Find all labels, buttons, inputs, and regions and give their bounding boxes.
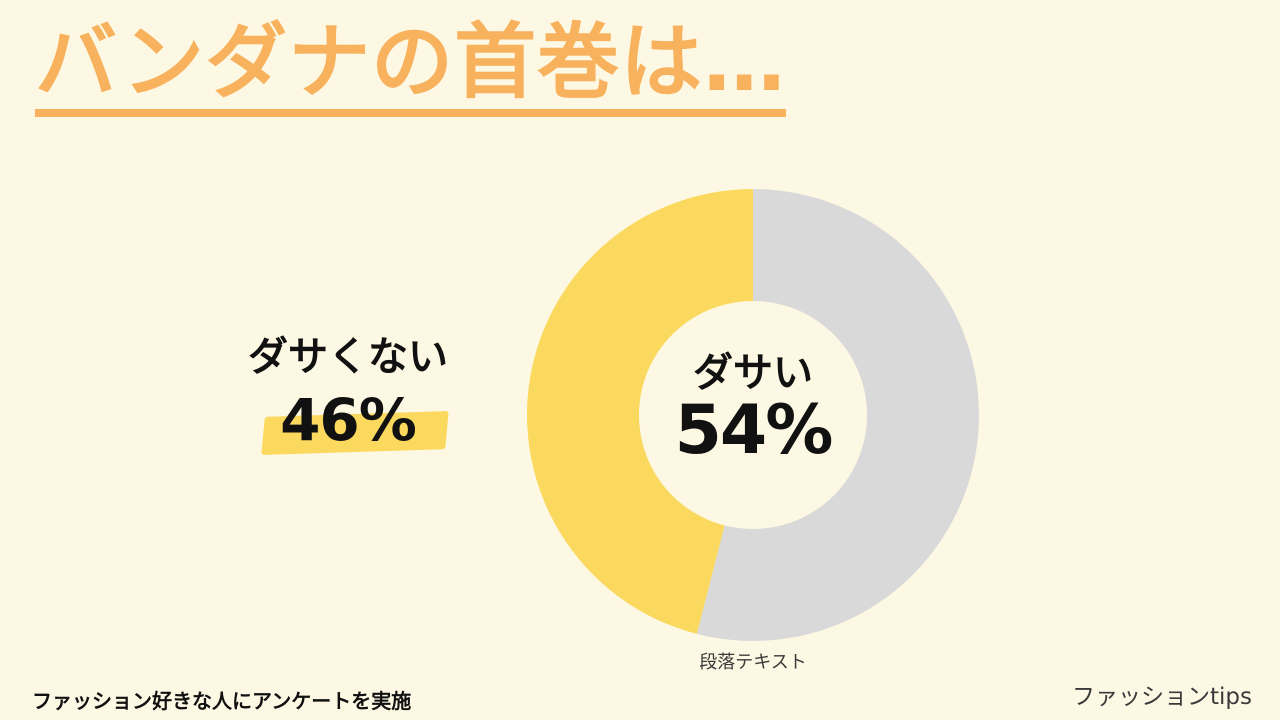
footer-note: ファッション好きな人にアンケートを実施 [32,689,412,713]
footer-brand: ファッションtips [1072,684,1252,710]
donut-chart: ダサい 54% [527,189,979,641]
callout-label: ダサくない [248,334,448,380]
callout-not-ugly: ダサくない 46% [227,334,469,455]
chart-caption: 段落テキスト [699,652,807,673]
callout-value-wrap: 46% [227,390,469,455]
slide-title: バンダナの首巻は… [35,22,787,117]
donut-hole: ダサい 54% [639,301,867,529]
donut-center-value: 54% [674,391,834,471]
donut-center-label: ダサい [693,350,813,397]
callout-value: 46% [280,386,417,454]
